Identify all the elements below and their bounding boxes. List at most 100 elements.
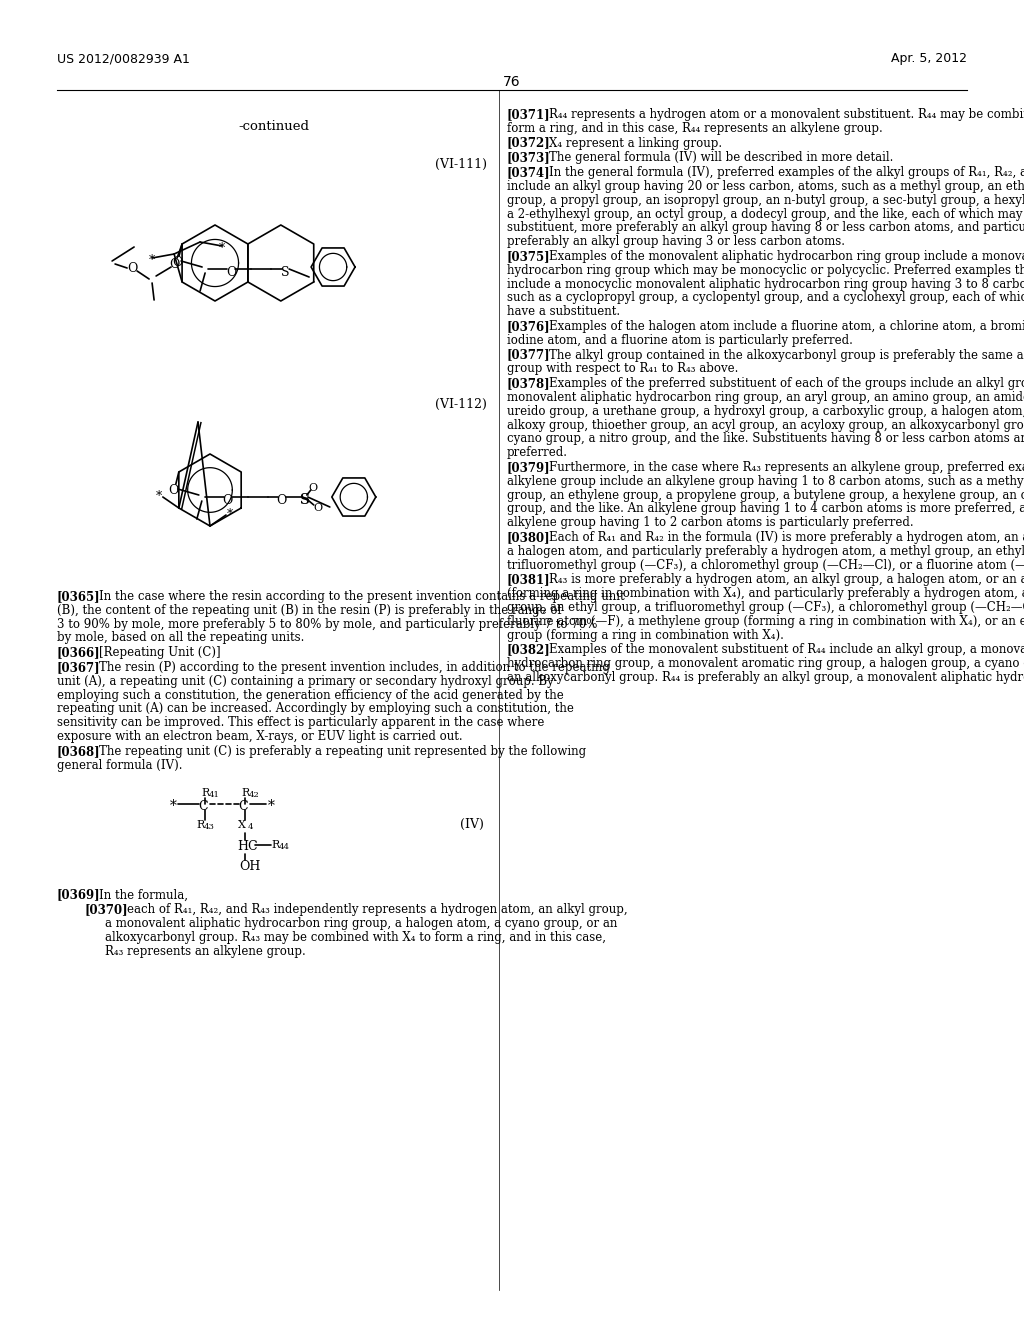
Text: O: O — [226, 265, 237, 279]
Text: hydrocarbon ring group which may be monocyclic or polycyclic. Preferred examples: hydrocarbon ring group which may be mono… — [507, 264, 1024, 277]
Text: R: R — [201, 788, 209, 799]
Text: The repeating unit (C) is preferably a repeating unit represented by the followi: The repeating unit (C) is preferably a r… — [99, 744, 586, 758]
Text: repeating unit (A) can be increased. Accordingly by employing such a constitutio: repeating unit (A) can be increased. Acc… — [57, 702, 573, 715]
Text: O: O — [313, 503, 323, 513]
Text: R: R — [197, 821, 205, 830]
Text: trifluoromethyl group (—CF₃), a chloromethyl group (—CH₂—Cl), or a fluorine atom: trifluoromethyl group (—CF₃), a chlorome… — [507, 558, 1024, 572]
Text: group, a propyl group, an isopropyl group, an n-butyl group, a sec-butyl group, : group, a propyl group, an isopropyl grou… — [507, 194, 1024, 207]
Text: 41: 41 — [209, 792, 220, 800]
Text: In the formula,: In the formula, — [99, 888, 188, 902]
Text: [0372]: [0372] — [507, 136, 551, 149]
Text: iodine atom, and a fluorine atom is particularly preferred.: iodine atom, and a fluorine atom is part… — [507, 334, 853, 347]
Text: cyano group, a nitro group, and the like. Substituents having 8 or less carbon a: cyano group, a nitro group, and the like… — [507, 433, 1024, 445]
Text: [0368]: [0368] — [57, 744, 100, 758]
Text: O: O — [222, 494, 233, 507]
Text: C: C — [239, 800, 248, 813]
Text: [0370]: [0370] — [85, 903, 129, 916]
Text: (B), the content of the repeating unit (B) in the resin (P) is preferably in the: (B), the content of the repeating unit (… — [57, 603, 562, 616]
Text: S: S — [299, 492, 309, 507]
Text: (forming a ring in combination with X₄), and particularly preferably a hydrogen : (forming a ring in combination with X₄),… — [507, 587, 1024, 601]
Text: O: O — [127, 263, 137, 276]
Text: *: * — [170, 800, 176, 813]
Text: Each of R₄₁ and R₄₂ in the formula (IV) is more preferably a hydrogen atom, an a: Each of R₄₁ and R₄₂ in the formula (IV) … — [549, 531, 1024, 544]
Text: Examples of the preferred substituent of each of the groups include an alkyl gro: Examples of the preferred substituent of… — [549, 378, 1024, 391]
Text: O: O — [172, 256, 182, 268]
Text: unit (A), a repeating unit (C) containing a primary or secondary hydroxyl group.: unit (A), a repeating unit (C) containin… — [57, 675, 554, 688]
Text: *: * — [219, 243, 225, 256]
Text: a 2-ethylhexyl group, an octyl group, a dodecyl group, and the like, each of whi: a 2-ethylhexyl group, an octyl group, a … — [507, 207, 1024, 220]
Text: have a substituent.: have a substituent. — [507, 305, 621, 318]
Text: Furthermore, in the case where R₄₃ represents an alkylene group, preferred examp: Furthermore, in the case where R₄₃ repre… — [549, 461, 1024, 474]
Text: (IV): (IV) — [460, 818, 484, 832]
Text: group, an ethylene group, a propylene group, a butylene group, a hexylene group,: group, an ethylene group, a propylene gr… — [507, 488, 1024, 502]
Text: X₄ represent a linking group.: X₄ represent a linking group. — [549, 136, 722, 149]
Text: general formula (IV).: general formula (IV). — [57, 759, 182, 772]
Text: In the case where the resin according to the present invention contains a repeat: In the case where the resin according to… — [99, 590, 625, 603]
Text: include a monocyclic monovalent aliphatic hydrocarbon ring group having 3 to 8 c: include a monocyclic monovalent aliphati… — [507, 277, 1024, 290]
Text: [0376]: [0376] — [507, 319, 551, 333]
Text: preferred.: preferred. — [507, 446, 568, 459]
Text: by mole, based on all the repeating units.: by mole, based on all the repeating unit… — [57, 631, 304, 644]
Text: [0367]: [0367] — [57, 661, 100, 675]
Text: form a ring, and in this case, R₄₄ represents an alkylene group.: form a ring, and in this case, R₄₄ repre… — [507, 121, 883, 135]
Text: 44: 44 — [279, 843, 290, 851]
Text: a monovalent aliphatic hydrocarbon ring group, a halogen atom, a cyano group, or: a monovalent aliphatic hydrocarbon ring … — [105, 917, 617, 931]
Text: [0375]: [0375] — [507, 249, 551, 263]
Text: hydrocarbon ring group, a monovalent aromatic ring group, a halogen group, a cya: hydrocarbon ring group, a monovalent aro… — [507, 657, 1024, 671]
Text: S: S — [281, 265, 290, 279]
Text: [0369]: [0369] — [57, 888, 100, 902]
Text: include an alkyl group having 20 or less carbon, atoms, such as a methyl group, : include an alkyl group having 20 or less… — [507, 180, 1024, 193]
Text: [0381]: [0381] — [507, 573, 551, 586]
Text: O: O — [169, 259, 179, 272]
Text: an alkoxycarbonyl group. R₄₄ is preferably an alkyl group, a monovalent aliphati: an alkoxycarbonyl group. R₄₄ is preferab… — [507, 671, 1024, 684]
Text: Examples of the monovalent aliphatic hydrocarbon ring group include a monovalent: Examples of the monovalent aliphatic hyd… — [549, 249, 1024, 263]
Text: Apr. 5, 2012: Apr. 5, 2012 — [891, 51, 967, 65]
Text: group, and the like. An alkylene group having 1 to 4 carbon atoms is more prefer: group, and the like. An alkylene group h… — [507, 503, 1024, 515]
Text: The resin (P) according to the present invention includes, in addition to the re: The resin (P) according to the present i… — [99, 661, 610, 675]
Text: group (forming a ring in combination with X₄).: group (forming a ring in combination wit… — [507, 628, 784, 642]
Text: Examples of the halogen atom include a fluorine atom, a chlorine atom, a bromine: Examples of the halogen atom include a f… — [549, 319, 1024, 333]
Text: O: O — [276, 494, 287, 507]
Text: 3 to 90% by mole, more preferably 5 to 80% by mole, and particularly preferably : 3 to 90% by mole, more preferably 5 to 8… — [57, 618, 597, 631]
Text: a halogen atom, and particularly preferably a hydrogen atom, a methyl group, an : a halogen atom, and particularly prefera… — [507, 545, 1024, 558]
Text: alkoxycarbonyl group. R₄₃ may be combined with X₄ to form a ring, and in this ca: alkoxycarbonyl group. R₄₃ may be combine… — [105, 931, 606, 944]
Text: exposure with an electron beam, X-rays, or EUV light is carried out.: exposure with an electron beam, X-rays, … — [57, 730, 463, 743]
Text: alkylene group include an alkylene group having 1 to 8 carbon atoms, such as a m: alkylene group include an alkylene group… — [507, 475, 1024, 488]
Text: [Repeating Unit (C)]: [Repeating Unit (C)] — [99, 647, 220, 659]
Text: Examples of the monovalent substituent of R₄₄ include an alkyl group, a monovale: Examples of the monovalent substituent o… — [549, 643, 1024, 656]
Text: 4: 4 — [247, 824, 253, 832]
Text: R: R — [271, 841, 280, 850]
Text: R₄₄ represents a hydrogen atom or a monovalent substituent. R₄₄ may be combined : R₄₄ represents a hydrogen atom or a mono… — [549, 108, 1024, 121]
Text: group with respect to R₄₁ to R₄₃ above.: group with respect to R₄₁ to R₄₃ above. — [507, 363, 738, 375]
Text: (VI-111): (VI-111) — [435, 158, 487, 172]
Text: such as a cyclopropyl group, a cyclopentyl group, and a cyclohexyl group, each o: such as a cyclopropyl group, a cyclopent… — [507, 292, 1024, 305]
Text: monovalent aliphatic hydrocarbon ring group, an aryl group, an amino group, an a: monovalent aliphatic hydrocarbon ring gr… — [507, 391, 1024, 404]
Text: [0378]: [0378] — [507, 378, 551, 391]
Text: [0382]: [0382] — [507, 643, 551, 656]
Text: group, an ethyl group, a trifluoromethyl group (—CF₃), a chloromethyl group (—CH: group, an ethyl group, a trifluoromethyl… — [507, 601, 1024, 614]
Text: each of R₄₁, R₄₂, and R₄₃ independently represents a hydrogen atom, an alkyl gro: each of R₄₁, R₄₂, and R₄₃ independently … — [127, 903, 628, 916]
Text: sensitivity can be improved. This effect is particularly apparent in the case wh: sensitivity can be improved. This effect… — [57, 717, 545, 729]
Text: substituent, more preferably an alkyl group having 8 or less carbon atoms, and p: substituent, more preferably an alkyl gr… — [507, 222, 1024, 235]
Text: employing such a constitution, the generation efficiency of the acid generated b: employing such a constitution, the gener… — [57, 689, 564, 702]
Text: US 2012/0082939 A1: US 2012/0082939 A1 — [57, 51, 189, 65]
Text: [0371]: [0371] — [507, 108, 551, 121]
Text: [0365]: [0365] — [57, 590, 100, 603]
Text: *: * — [148, 255, 156, 268]
Text: C: C — [199, 800, 208, 813]
Text: (VI-112): (VI-112) — [435, 399, 486, 411]
Text: fluorine atom (—F), a methylene group (forming a ring in combination with X₄), o: fluorine atom (—F), a methylene group (f… — [507, 615, 1024, 628]
Text: ureido group, a urethane group, a hydroxyl group, a carboxylic group, a halogen : ureido group, a urethane group, a hydrox… — [507, 405, 1024, 418]
Text: The alkyl group contained in the alkoxycarbonyl group is preferably the same as : The alkyl group contained in the alkoxyc… — [549, 348, 1024, 362]
Text: O: O — [169, 483, 179, 496]
Text: alkoxy group, thioether group, an acyl group, an acyloxy group, an alkoxycarbony: alkoxy group, thioether group, an acyl g… — [507, 418, 1024, 432]
Text: OH: OH — [239, 861, 260, 874]
Text: -continued: -continued — [238, 120, 309, 133]
Text: 43: 43 — [204, 824, 214, 832]
Text: HC: HC — [237, 841, 258, 854]
Text: In the general formula (IV), preferred examples of the alkyl groups of R₄₁, R₄₂,: In the general formula (IV), preferred e… — [549, 166, 1024, 180]
Text: R₄₃ represents an alkylene group.: R₄₃ represents an alkylene group. — [105, 945, 306, 957]
Text: *: * — [156, 490, 162, 503]
Text: The general formula (IV) will be described in more detail.: The general formula (IV) will be describ… — [549, 152, 893, 165]
Text: R₄₃ is more preferably a hydrogen atom, an alkyl group, a halogen atom, or an al: R₄₃ is more preferably a hydrogen atom, … — [549, 573, 1024, 586]
